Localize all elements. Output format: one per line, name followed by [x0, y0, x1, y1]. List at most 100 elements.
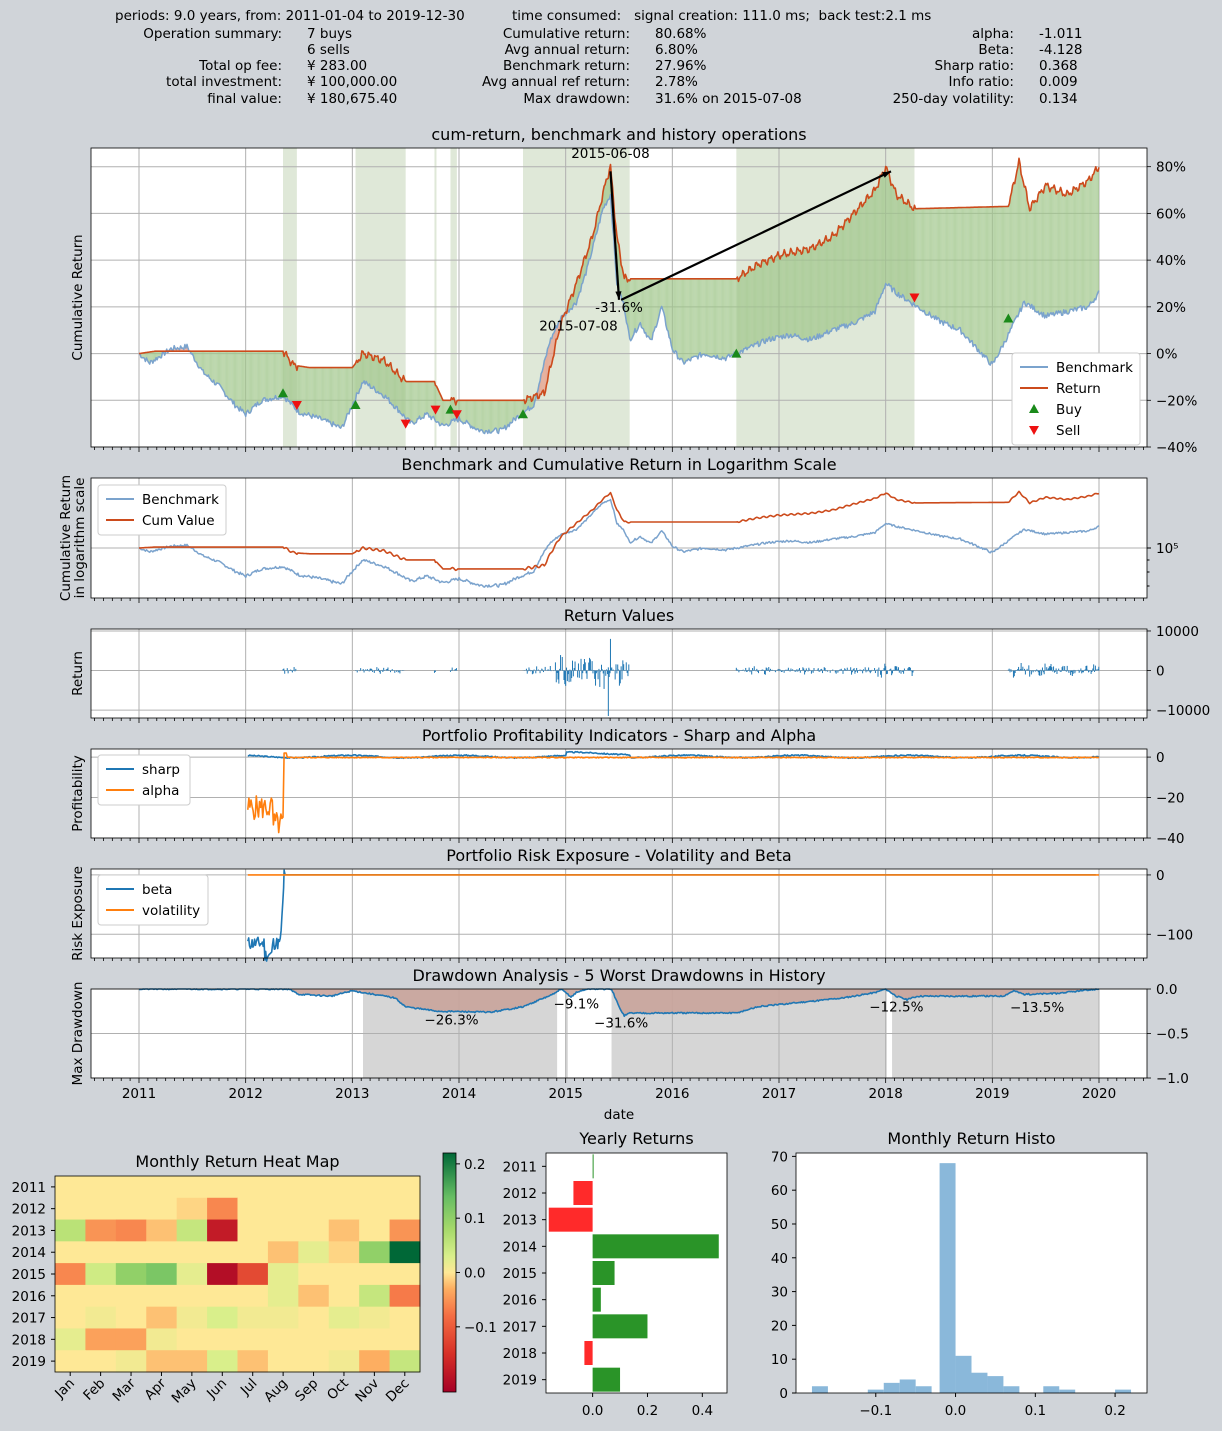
return-gap-fill — [1031, 203, 1032, 308]
return-gap-fill — [793, 253, 794, 337]
return-gap-fill — [514, 400, 515, 420]
return-gap-fill — [876, 187, 877, 307]
return-gap-fill — [786, 255, 787, 335]
return-gap-fill — [1057, 192, 1058, 314]
return-gap-fill — [684, 279, 685, 364]
x-axis-label: date — [604, 1107, 634, 1123]
heatmap-cell — [207, 1241, 238, 1263]
heatmap-cell — [359, 1198, 390, 1220]
return-gap-fill — [1032, 201, 1033, 310]
y-tick-label: −20 — [1156, 791, 1185, 807]
return-gap-fill — [272, 351, 273, 399]
return-gap-fill — [971, 207, 972, 341]
return-gap-fill — [327, 368, 328, 422]
return-gap-fill — [209, 351, 210, 379]
heatmap-row-label: 2011 — [12, 1180, 46, 1196]
return-gap-fill — [508, 400, 509, 426]
legend-label: volatility — [142, 903, 200, 919]
return-gap-fill — [910, 207, 911, 304]
return-gap-fill — [1076, 188, 1077, 311]
return-gap-fill — [700, 279, 701, 357]
y-axis-label: Cumulative Return — [70, 234, 86, 360]
return-gap-fill — [479, 400, 480, 431]
heatmap-cell — [298, 1307, 329, 1329]
summary-value: 2.78% — [655, 74, 698, 90]
heatmap-cell — [116, 1350, 147, 1372]
return-gap-fill — [206, 351, 207, 376]
return-gap-fill — [962, 208, 963, 334]
heatmap-cell — [146, 1176, 177, 1198]
return-gap-fill — [655, 279, 656, 327]
heatmap-cell — [146, 1263, 177, 1285]
histo-bar — [987, 1376, 1003, 1393]
return-gap-fill — [380, 359, 381, 393]
return-gap-fill — [884, 173, 885, 290]
panel-prof: Portfolio Profitability Indicators - Sha… — [70, 726, 1185, 847]
return-gap-fill — [250, 351, 251, 413]
return-gap-fill — [375, 356, 376, 393]
return-gap-fill — [242, 351, 243, 412]
return-gap-fill — [809, 247, 810, 340]
return-gap-fill — [770, 256, 771, 342]
return-gap-fill — [501, 400, 502, 428]
return-gap-fill — [1068, 192, 1069, 314]
heatmap-cell — [298, 1285, 329, 1307]
return-gap-fill — [1042, 192, 1043, 317]
return-gap-fill — [1061, 187, 1062, 315]
heatmap-cell — [146, 1307, 177, 1329]
return-gap-fill — [843, 225, 844, 326]
y-tick-label: 0 — [1156, 750, 1165, 766]
return-gap-fill — [941, 208, 942, 321]
summary-block: periods: 9.0 years, from: 2011-01-04 to … — [115, 8, 1083, 107]
return-gap-fill — [938, 208, 939, 318]
return-gap-fill — [975, 207, 976, 347]
heatmap-col-label: Dec — [383, 1376, 413, 1406]
panel-title: Benchmark and Cumulative Return in Logar… — [401, 455, 836, 474]
return-gap-fill — [703, 279, 704, 355]
legend-label: alpha — [142, 783, 179, 799]
return-gap-fill — [433, 382, 434, 420]
return-gap-fill — [719, 279, 720, 359]
return-gap-fill — [645, 279, 646, 333]
panel-title: Yearly Returns — [578, 1129, 693, 1148]
return-gap-fill — [1048, 183, 1049, 316]
return-gap-fill — [797, 248, 798, 337]
y-tick-label: 0 — [1156, 868, 1165, 884]
y-tick-label: −100 — [1156, 927, 1193, 943]
return-gap-fill — [1019, 158, 1020, 313]
legend-label: beta — [142, 882, 172, 898]
return-gap-fill — [347, 368, 348, 414]
heatmap-row-label: 2013 — [12, 1223, 46, 1239]
return-gap-fill — [916, 209, 917, 307]
heatmap-row-label: 2018 — [12, 1332, 46, 1348]
return-gap-fill — [914, 205, 915, 307]
heatmap-col-label: Jan — [51, 1376, 78, 1403]
heatmap-row-label: 2012 — [12, 1202, 46, 1218]
return-gap-fill — [464, 400, 465, 423]
return-gap-fill — [892, 184, 893, 291]
return-gap-fill — [790, 248, 791, 336]
return-gap-fill — [961, 208, 962, 335]
return-gap-fill — [1090, 180, 1091, 303]
return-gap-fill — [846, 218, 847, 328]
return-gap-fill — [838, 226, 839, 330]
return-gap-fill — [982, 207, 983, 357]
summary-label: alpha: — [972, 26, 1014, 42]
heatmap-cell — [359, 1285, 390, 1307]
panel-title: cum-return, benchmark and history operat… — [431, 125, 806, 144]
return-gap-fill — [718, 279, 719, 359]
heatmap-cell — [359, 1220, 390, 1242]
return-gap-fill — [712, 279, 713, 357]
return-gap-fill — [987, 207, 988, 361]
return-gap-fill — [1029, 205, 1030, 305]
heatmap-cell — [390, 1328, 421, 1350]
return-gap-fill — [229, 351, 230, 399]
year-label: 2016 — [503, 1293, 537, 1309]
return-gap-fill — [804, 247, 805, 339]
heatmap-cell — [177, 1350, 208, 1372]
return-gap-fill — [668, 279, 669, 338]
return-gap-fill — [687, 279, 688, 361]
return-gap-fill — [491, 400, 492, 433]
return-gap-fill — [1015, 177, 1016, 319]
return-gap-fill — [696, 279, 697, 356]
